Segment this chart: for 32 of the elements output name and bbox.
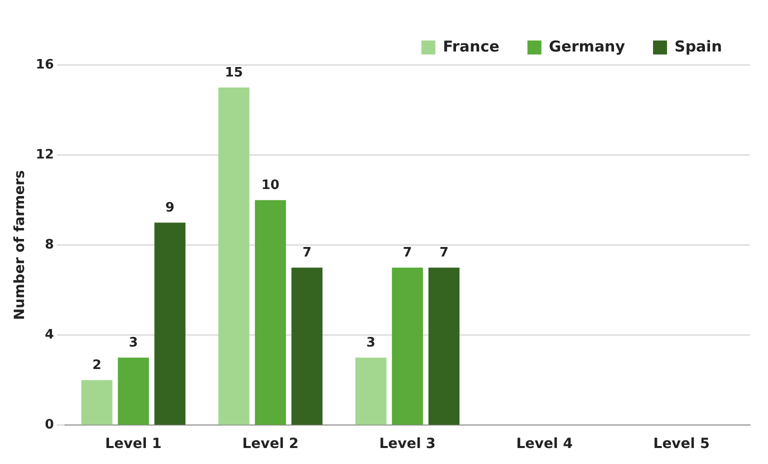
bar	[428, 268, 460, 425]
legend-label: Spain	[674, 37, 722, 56]
x-tick-label: Level 1	[105, 436, 162, 452]
bar	[355, 358, 386, 425]
data-label: 7	[302, 245, 312, 260]
y-tick-label: 12	[36, 147, 54, 162]
y-tick-label: 0	[44, 418, 54, 433]
bar	[392, 268, 423, 425]
y-axis-title: Number of farmers	[12, 170, 28, 320]
x-tick-label: Level 3	[379, 436, 436, 452]
bar	[118, 358, 149, 425]
data-label: 3	[366, 336, 376, 351]
data-label: 3	[128, 336, 138, 351]
bar	[254, 200, 286, 425]
data-label: 15	[224, 65, 243, 80]
data-label: 2	[92, 358, 102, 374]
bar	[81, 380, 112, 425]
x-tick-label: Level 5	[653, 436, 710, 452]
x-tick-label: Level 4	[516, 436, 573, 452]
legend-label: France	[442, 37, 500, 56]
y-tick-label: 4	[44, 328, 54, 343]
data-label: 7	[402, 245, 412, 260]
y-tick-label: 8	[44, 237, 54, 252]
data-label: 7	[439, 245, 449, 260]
y-tick-label: 16	[36, 57, 54, 72]
data-label: 9	[165, 200, 174, 216]
bar	[218, 88, 250, 425]
bar	[291, 268, 322, 425]
legend-label: Germany	[548, 37, 626, 56]
x-tick-label: Level 2	[242, 436, 299, 452]
bar	[154, 222, 186, 425]
data-label: 10	[261, 178, 280, 193]
